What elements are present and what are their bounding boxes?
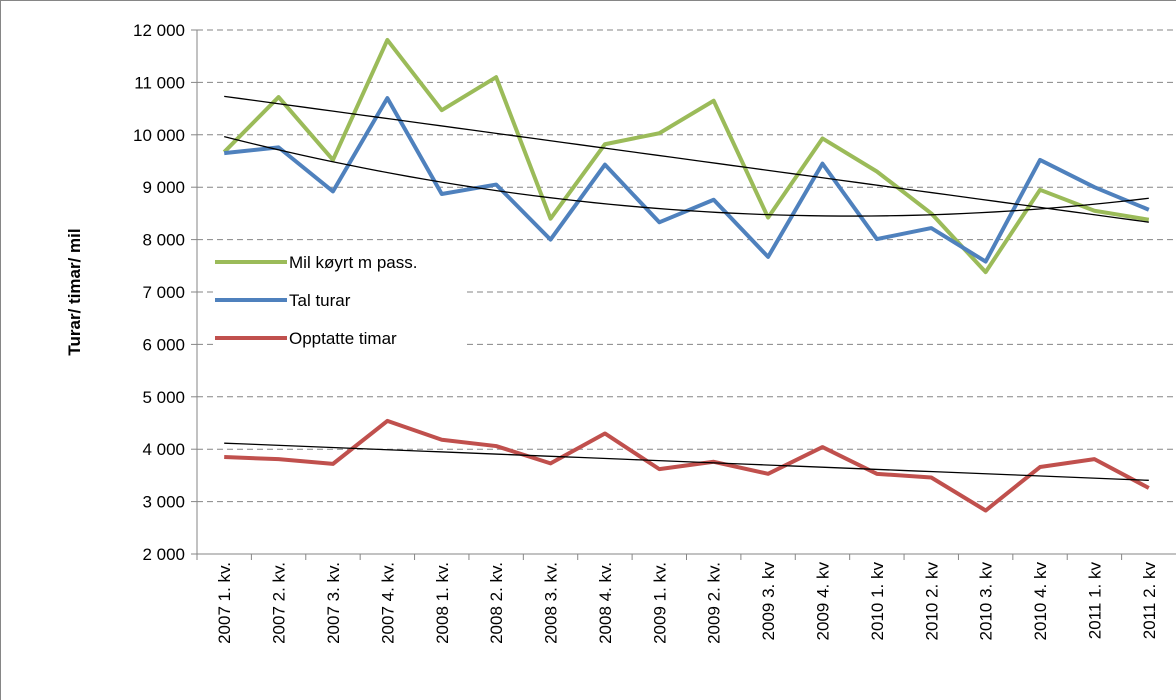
legend-label: Opptatte timar	[289, 329, 397, 348]
x-tick-label: 2009 4. kv	[813, 562, 832, 641]
x-tick-label: 2007 2. kv.	[270, 562, 289, 644]
y-tick-label: 9 000	[142, 178, 185, 197]
x-tick-label: 2008 2. kv.	[487, 562, 506, 644]
x-tick-label: 2008 4. kv.	[596, 562, 615, 644]
legend-label: Tal turar	[289, 291, 351, 310]
x-tick-label: 2010 2. kv	[922, 562, 941, 641]
y-tick-label: 2 000	[142, 545, 185, 564]
x-tick-label: 2008 3. kv.	[542, 562, 561, 644]
y-tick-label: 6 000	[142, 335, 185, 354]
y-tick-label: 12 000	[133, 21, 185, 40]
x-tick-label: 2009 2. kv.	[705, 562, 724, 644]
legend-label: Mil køyrt m pass.	[289, 253, 417, 272]
x-tick-label: 2011 2. kv	[1140, 562, 1159, 640]
series-line	[224, 418, 1150, 513]
y-tick-label: 7 000	[142, 283, 185, 302]
y-tick-label: 5 000	[142, 388, 185, 407]
x-tick-label: 2010 4. kv	[1031, 562, 1050, 641]
y-tick-label: 4 000	[142, 440, 185, 459]
series-line	[222, 37, 1150, 275]
x-tick-label: 2009 1. kv.	[650, 562, 669, 644]
x-tick-label: 2010 3. kv	[977, 562, 996, 641]
trendline	[224, 136, 1149, 217]
x-tick-label: 2008 1. kv.	[433, 562, 452, 644]
x-tick-label: 2007 4. kv.	[378, 562, 397, 644]
y-tick-label: 8 000	[142, 231, 185, 250]
x-tick-label: 2011 1. kv	[1085, 562, 1104, 640]
x-tick-label: 2007 3. kv.	[324, 562, 343, 644]
y-axis-title: Turar/ timar/ mil	[65, 228, 84, 355]
y-tick-label: 11 000	[134, 73, 185, 92]
x-tick-label: 2009 3. kv	[759, 562, 778, 641]
x-tick-label: 2010 1. kv	[868, 562, 887, 641]
y-tick-label: 10 000	[133, 126, 185, 145]
trendline	[224, 442, 1149, 481]
trendline	[224, 95, 1149, 223]
x-tick-label: 2007 1. kv.	[215, 562, 234, 644]
y-tick-label: 3 000	[142, 493, 185, 512]
